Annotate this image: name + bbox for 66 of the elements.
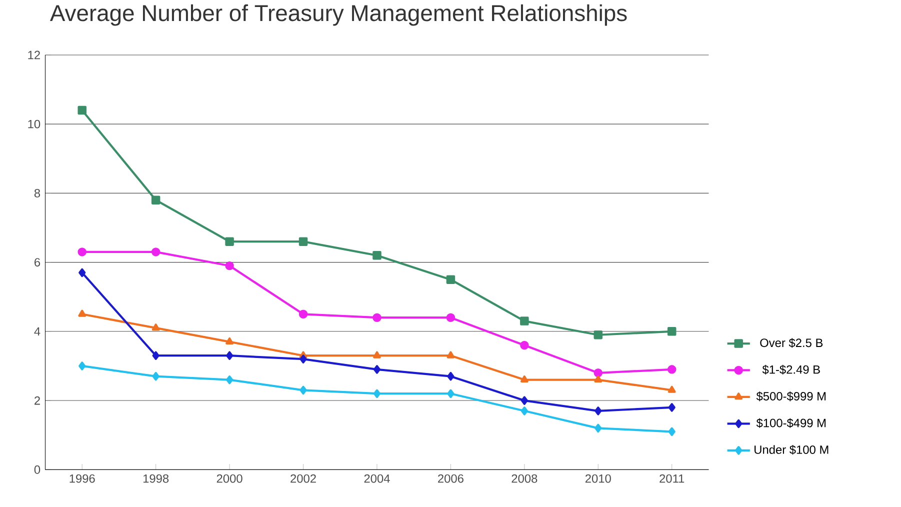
point	[446, 351, 455, 358]
point	[300, 386, 307, 394]
point	[78, 268, 86, 277]
point	[78, 247, 86, 256]
point	[594, 330, 603, 340]
legend-label: Over $2.5 B	[760, 338, 823, 348]
point	[152, 323, 160, 331]
chart-title: Average Number of Treasury Management Relationships	[50, 4, 627, 26]
point	[226, 337, 234, 344]
point	[520, 396, 528, 405]
point	[151, 196, 160, 204]
point	[373, 351, 381, 358]
x-tick-label: 2006	[438, 474, 464, 483]
point	[594, 368, 603, 378]
point	[298, 237, 308, 246]
y-tick-label: 6	[34, 258, 40, 266]
point	[78, 361, 86, 370]
y-tick-label: 4	[34, 327, 40, 336]
legend-label: $1-$2.49 B	[762, 364, 820, 374]
point	[520, 406, 528, 416]
point	[300, 354, 307, 364]
point	[446, 275, 456, 284]
point	[373, 364, 381, 374]
x-tick-label: 2000	[216, 474, 242, 483]
point	[78, 106, 86, 114]
point	[520, 375, 528, 382]
point	[225, 237, 234, 246]
x-tick-label: 2011	[660, 474, 684, 483]
x-tick-label: 2010	[585, 474, 611, 483]
point	[152, 351, 160, 360]
legend-label: $500-$999 M	[756, 391, 826, 402]
point	[226, 375, 234, 384]
legend-label: $100-$499 M	[756, 418, 826, 428]
point	[372, 250, 382, 260]
point	[226, 351, 234, 360]
point	[447, 372, 454, 381]
point	[298, 310, 308, 318]
x-tick-label: 2002	[290, 474, 316, 483]
x-tick-label: 2004	[364, 474, 390, 483]
x-tick-label: 2008	[512, 474, 538, 483]
legend-label: Under $100 M	[754, 444, 828, 454]
y-tick-label: 2	[34, 396, 40, 405]
point	[594, 424, 602, 432]
point	[225, 261, 234, 270]
point	[668, 427, 676, 436]
y-tick-label: 8	[34, 188, 40, 198]
point	[372, 313, 382, 322]
point	[446, 313, 456, 322]
x-tick-label: 1996	[70, 474, 95, 483]
y-tick-label: 10	[28, 120, 40, 128]
x-tick-label: 1998	[143, 474, 169, 483]
y-tick-label: 12	[28, 50, 40, 59]
point	[447, 389, 454, 398]
point	[667, 326, 676, 336]
point	[667, 364, 676, 374]
point	[594, 406, 602, 416]
point	[152, 372, 160, 381]
point	[668, 386, 676, 393]
point	[520, 316, 529, 326]
point	[594, 375, 602, 382]
point	[520, 340, 529, 350]
y-tick-label: 0	[34, 465, 40, 474]
point	[151, 247, 160, 256]
point	[78, 310, 86, 317]
point	[373, 389, 381, 398]
point	[668, 402, 676, 412]
